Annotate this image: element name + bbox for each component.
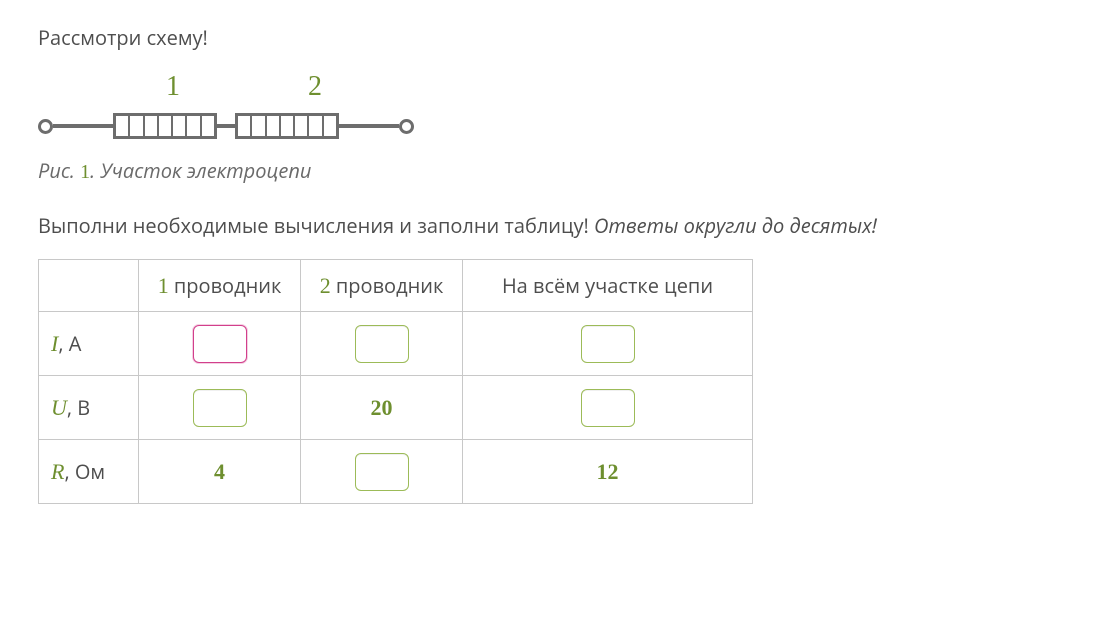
wire-segment: [339, 124, 399, 128]
answer-input[interactable]: [581, 325, 635, 363]
table-cell: 4: [139, 440, 301, 504]
wire-segment: [217, 124, 235, 128]
resistor-2-icon: [235, 113, 339, 139]
caption-prefix: Рис.: [38, 157, 75, 184]
row-header: R, Ом: [39, 440, 139, 504]
quantity-symbol: U: [51, 395, 67, 420]
table-header-row: 1 проводник 2 проводник На всём участке …: [39, 260, 753, 312]
figure-caption: Рис. 1. Участок электроцепи: [38, 157, 1060, 184]
table-cell: [139, 312, 301, 376]
header-col1-label: проводник: [169, 272, 282, 299]
quantity-unit: , Ом: [64, 458, 105, 485]
page-root: Рассмотри схему! 1 2 Рис. 1. Участок эле…: [0, 0, 1098, 641]
circuit-row: [38, 113, 1060, 139]
header-empty: [39, 260, 139, 312]
terminal-right-icon: [399, 119, 414, 134]
header-conductor-1: 1 проводник: [139, 260, 301, 312]
answers-table: 1 проводник 2 проводник На всём участке …: [38, 259, 753, 504]
header-circuit-total: На всём участке цепи: [463, 260, 753, 312]
circuit-label-row: 1 2: [38, 71, 1060, 107]
answer-input[interactable]: [355, 325, 409, 363]
table-row: R, Ом 4 12: [39, 440, 753, 504]
answer-input[interactable]: [193, 325, 247, 363]
answer-input[interactable]: [581, 389, 635, 427]
header-col1-num: 1: [158, 273, 169, 298]
caption-suffix: . Участок электроцепи: [90, 157, 311, 184]
table-cell: [301, 440, 463, 504]
quantity-symbol: R: [51, 459, 64, 484]
header-col2-label: проводник: [331, 272, 444, 299]
resistor-1-label: 1: [166, 71, 180, 103]
table-row: I, А: [39, 312, 753, 376]
table-cell: [139, 376, 301, 440]
header-col2-num: 2: [320, 273, 331, 298]
instruction-text: Выполни необходимые вычисления и заполни…: [38, 212, 1060, 239]
answer-input[interactable]: [193, 389, 247, 427]
table-cell: 12: [463, 440, 753, 504]
row-header: I, А: [39, 312, 139, 376]
resistor-1-icon: [113, 113, 217, 139]
circuit-diagram: 1 2: [38, 71, 1060, 139]
answer-input[interactable]: [355, 453, 409, 491]
table-cell: 20: [301, 376, 463, 440]
table-body: I, АU, В20R, Ом412: [39, 312, 753, 504]
terminal-left-icon: [38, 119, 53, 134]
instruction-plain: Выполни необходимые вычисления и заполни…: [38, 212, 594, 239]
given-value: 12: [597, 459, 619, 484]
table-cell: [301, 312, 463, 376]
table-row: U, В 20: [39, 376, 753, 440]
row-header: U, В: [39, 376, 139, 440]
header-conductor-2: 2 проводник: [301, 260, 463, 312]
instruction-italic: Ответы округли до десятых!: [594, 212, 877, 239]
caption-number: 1: [80, 161, 90, 183]
given-value: 20: [371, 395, 393, 420]
quantity-unit: , В: [67, 394, 90, 421]
table-cell: [463, 312, 753, 376]
quantity-unit: , А: [58, 330, 81, 357]
given-value: 4: [214, 459, 225, 484]
table-cell: [463, 376, 753, 440]
intro-text: Рассмотри схему!: [38, 24, 1060, 51]
wire-segment: [53, 124, 113, 128]
resistor-2-label: 2: [308, 71, 322, 103]
